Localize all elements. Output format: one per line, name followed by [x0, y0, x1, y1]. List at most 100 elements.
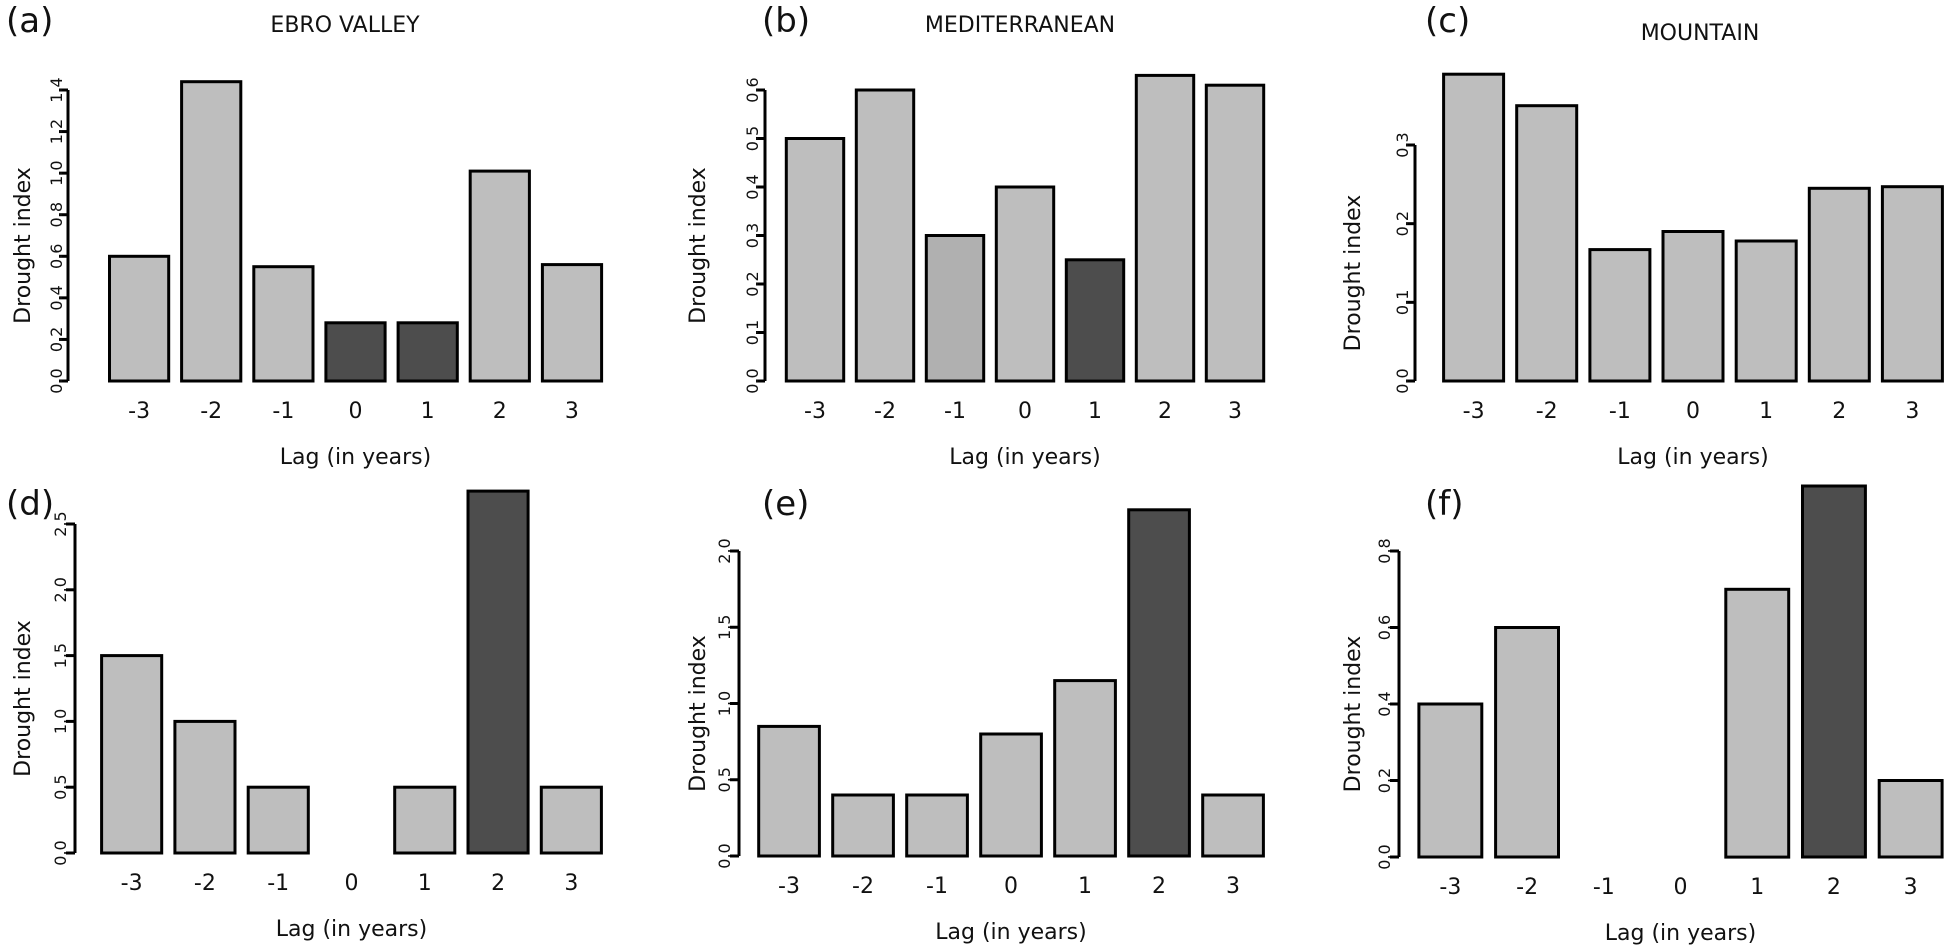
x-axis-label: Lag (in years) — [280, 445, 431, 470]
y-tick-label: 1.0 — [715, 691, 734, 716]
bar-lag--2 — [854, 88, 916, 383]
x-tick-label: -2 — [1536, 399, 1558, 424]
x-tick-label: 3 — [1226, 874, 1240, 899]
bar-lag--1 — [905, 793, 969, 858]
y-tick-label: 0.3 — [1393, 132, 1412, 157]
x-tick-label: 3 — [565, 399, 579, 424]
x-axis-label: Lag (in years) — [949, 445, 1100, 470]
x-tick-label: -3 — [1463, 399, 1485, 424]
x-tick-label: 0 — [1674, 875, 1688, 900]
bar-lag--1 — [246, 785, 310, 855]
bar-lag--1 — [252, 265, 315, 383]
x-tick-label: -1 — [926, 874, 948, 899]
x-tick-label: -1 — [1609, 399, 1631, 424]
bar-lag-1 — [1734, 239, 1798, 383]
bar-lag-2 — [466, 489, 530, 855]
y-tick-label: 1.0 — [51, 709, 70, 734]
x-tick-label: -3 — [1439, 875, 1461, 900]
y-tick-label: 1.0 — [47, 160, 66, 185]
bar-lag-2 — [468, 169, 531, 383]
x-tick-label: -2 — [194, 871, 216, 896]
bar-lag--2 — [1515, 104, 1579, 383]
x-tick-label: 1 — [1759, 399, 1773, 424]
x-tick-label: 0 — [1018, 399, 1032, 424]
y-tick-label: 0.6 — [47, 244, 66, 269]
panel-title: MOUNTAIN — [1641, 21, 1760, 46]
y-tick-label: 0.0 — [1375, 844, 1394, 869]
bar-lag-3 — [1880, 185, 1944, 383]
x-tick-label: 2 — [1152, 874, 1166, 899]
x-tick-label: 3 — [564, 871, 578, 896]
x-tick-label: -1 — [944, 399, 966, 424]
bar-lag--3 — [100, 654, 164, 855]
x-tick-label: 0 — [1686, 399, 1700, 424]
bar-lag--3 — [108, 254, 171, 383]
x-tick-label: 1 — [421, 399, 435, 424]
y-tick-label: 0.5 — [715, 767, 734, 792]
y-tick-label: 0.4 — [1375, 691, 1394, 716]
y-tick-label: 0.1 — [743, 320, 762, 345]
bar-lag-3 — [539, 785, 603, 855]
x-tick-label: 2 — [1827, 875, 1841, 900]
x-tick-label: 1 — [1078, 874, 1092, 899]
x-tick-label: 2 — [1158, 399, 1172, 424]
bar-lag-0 — [324, 321, 387, 383]
x-tick-label: 2 — [493, 399, 507, 424]
bar-lag--2 — [1494, 626, 1560, 859]
panel-letter: (b) — [762, 1, 810, 41]
x-axis-label: Lag (in years) — [935, 920, 1086, 945]
x-axis-label: Lag (in years) — [1617, 445, 1768, 470]
y-tick-label: 2.0 — [51, 577, 70, 602]
y-tick-label: 0.4 — [743, 174, 762, 199]
bar-lag-0 — [1661, 230, 1725, 383]
y-tick-label: 0.3 — [743, 223, 762, 248]
bar-lag-3 — [1204, 83, 1266, 383]
y-tick-label: 1.5 — [715, 615, 734, 640]
y-tick-label: 0.4 — [47, 285, 66, 310]
x-axis-label: Lag (in years) — [276, 917, 427, 942]
y-axis-label: Drought index — [1341, 195, 1366, 352]
y-axis-label: Drought index — [1341, 636, 1366, 793]
y-tick-label: 0.2 — [1393, 211, 1412, 236]
y-tick-label: 0.8 — [1375, 538, 1394, 563]
panel-letter: (e) — [762, 484, 809, 524]
bar-lag-1 — [1724, 587, 1791, 859]
bar-lag--2 — [173, 719, 237, 855]
y-tick-label: 2.5 — [51, 511, 70, 536]
y-axis-label: Drought index — [686, 635, 711, 792]
x-tick-label: 0 — [1004, 874, 1018, 899]
y-tick-label: 0.6 — [743, 77, 762, 102]
y-tick-label: 0.0 — [743, 368, 762, 393]
panel-letter: (f) — [1425, 484, 1464, 524]
y-tick-label: 1.5 — [51, 643, 70, 668]
y-tick-label: 0.5 — [51, 774, 70, 799]
bar-lag-3 — [1201, 793, 1265, 858]
x-tick-label: -3 — [804, 399, 826, 424]
x-tick-label: 3 — [1904, 875, 1918, 900]
y-tick-label: 0.2 — [743, 271, 762, 296]
y-tick-label: 1.4 — [47, 77, 66, 102]
y-tick-label: 0.6 — [1375, 615, 1394, 640]
panel-letter: (a) — [6, 1, 53, 41]
x-tick-label: 3 — [1228, 399, 1242, 424]
x-tick-label: 1 — [1750, 875, 1764, 900]
y-tick-label: 2.0 — [715, 538, 734, 563]
x-tick-label: -2 — [874, 399, 896, 424]
y-tick-label: 0.5 — [743, 126, 762, 151]
bar-lag-1 — [393, 785, 457, 855]
x-tick-label: -1 — [267, 871, 289, 896]
y-tick-label: 1.2 — [47, 119, 66, 144]
bar-lag-1 — [1053, 679, 1117, 858]
y-tick-label: 0.0 — [715, 843, 734, 868]
bar-lag-1 — [396, 321, 459, 383]
y-axis-label: Drought index — [11, 620, 36, 777]
x-tick-label: 2 — [1832, 399, 1846, 424]
bar-lag--1 — [924, 234, 986, 383]
x-tick-label: -2 — [1516, 875, 1538, 900]
bar-lag-2 — [1801, 484, 1867, 859]
bar-lag--2 — [831, 793, 895, 858]
bar-lag--2 — [180, 80, 243, 383]
x-tick-label: 0 — [345, 871, 359, 896]
